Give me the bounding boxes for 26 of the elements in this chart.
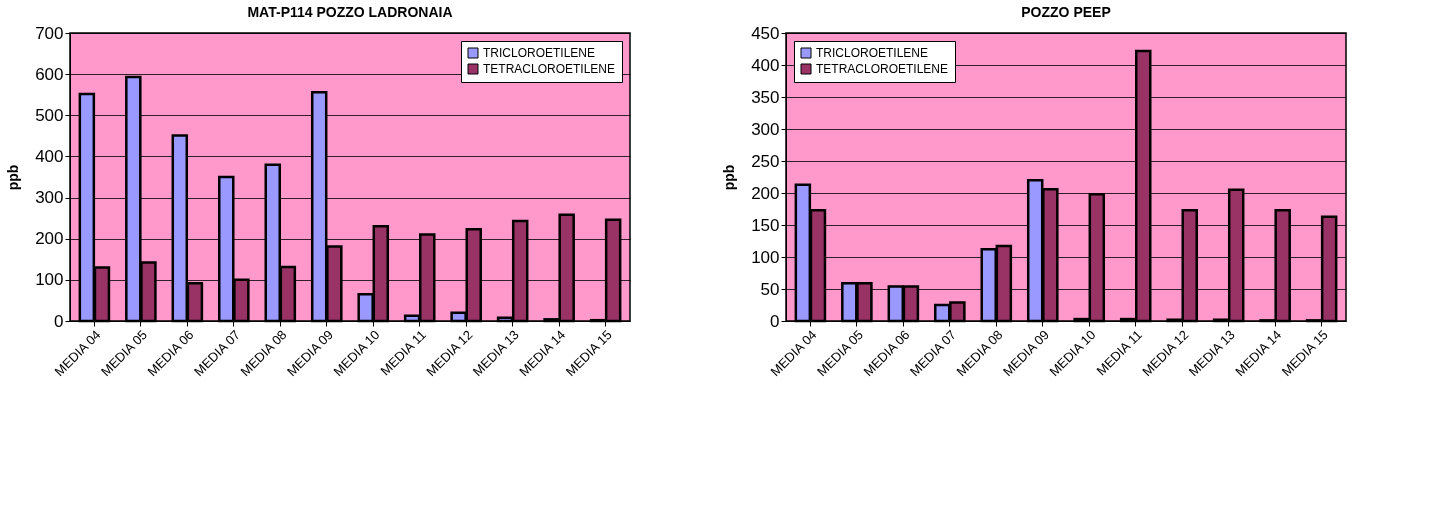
y-tick-label: 150 [751,215,780,235]
legend-label: TETRACLOROETILENE [483,62,616,76]
y-axis-title: ppb [721,164,738,191]
y-tick-label: 0 [770,311,780,331]
y-tick-label: 700 [35,23,64,43]
chart-title: POZZO PEEP [1021,4,1111,20]
y-tick-label: 100 [35,270,64,290]
y-tick-label: 300 [35,188,64,208]
y-tick-label: 300 [751,119,780,139]
legend-label: TRICLOROETILENE [483,46,596,60]
legend-label: TRICLOROETILENE [816,46,929,60]
y-tick-label: 400 [751,55,780,75]
y-tick-label: 600 [35,64,64,84]
y-tick-label: 350 [751,87,780,107]
y-tick-label: 400 [35,146,64,166]
y-tick-label: 200 [35,229,64,249]
y-tick-label: 250 [751,151,780,171]
y-tick-label: 50 [760,279,780,299]
y-tick-label: 450 [751,23,780,43]
y-tick-label: 100 [751,247,780,267]
y-tick-label: 500 [35,105,64,125]
chart-title: MAT-P114 POZZO LADRONAIA [247,4,453,20]
y-tick-label: 0 [54,311,64,331]
y-tick-label: 200 [751,183,780,203]
y-axis-title: ppb [5,164,22,191]
legend-label: TETRACLOROETILENE [816,62,949,76]
